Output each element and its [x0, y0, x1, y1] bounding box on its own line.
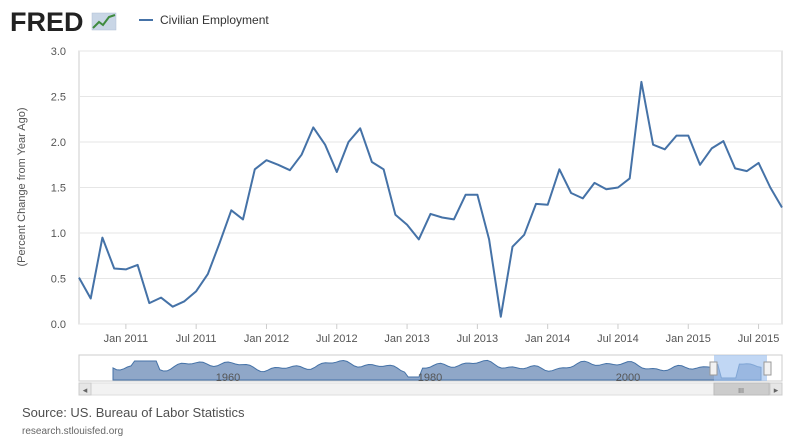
- scrollbar-track[interactable]: [78, 382, 783, 396]
- navigator-label-1960: 1960: [216, 372, 240, 384]
- gridlines: [79, 50, 782, 325]
- x-tick-label: Jul 2015: [738, 333, 780, 345]
- y-axis-ticks: 0.0 0.5 1.0 1.5 2.0 2.5 3.0: [51, 46, 66, 331]
- navigator-left-handle[interactable]: [709, 361, 718, 376]
- legend[interactable]: Civilian Employment: [139, 13, 269, 27]
- y-tick-label: 1.0: [51, 228, 66, 240]
- y-tick-label: 1.5: [51, 183, 66, 195]
- navigator-label-2000: 2000: [616, 372, 640, 384]
- y-tick-label: 2.5: [51, 92, 66, 104]
- y-axis-label: (Percent Change from Year Ago): [16, 108, 28, 267]
- x-tick-label: Jul 2012: [316, 333, 358, 345]
- fred-logo-graph-icon: [91, 12, 117, 31]
- scroll-right-arrow-icon: ▸: [774, 386, 779, 396]
- scrollbar[interactable]: ◂ III ▸: [78, 382, 783, 396]
- scrollbar-thumb-grip: III: [738, 388, 744, 395]
- source-url[interactable]: research.stlouisfed.org: [22, 426, 124, 437]
- x-axis-ticks: Jan 2011 Jul 2011 Jan 2012 Jul 2012 Jan 2013…: [104, 324, 780, 345]
- x-tick-label: Jul 2014: [597, 333, 639, 345]
- navigator[interactable]: 1960 1980 2000: [78, 354, 783, 384]
- legend-label: Civilian Employment: [160, 13, 269, 27]
- y-tick-label: 2.0: [51, 137, 66, 149]
- y-tick-label: 3.0: [51, 46, 66, 58]
- fred-logo[interactable]: FRED: [10, 7, 84, 37]
- x-tick-label: Jan 2014: [525, 333, 570, 345]
- scrollbar-right-button[interactable]: [769, 382, 783, 396]
- navigator-label-1980: 1980: [418, 372, 442, 384]
- x-tick-label: Jul 2013: [457, 333, 499, 345]
- navigator-series-area: [112, 359, 762, 381]
- scroll-left-arrow-icon: ◂: [83, 386, 88, 396]
- x-tick-label: Jan 2013: [384, 333, 429, 345]
- y-tick-label: 0.0: [51, 319, 66, 331]
- x-tick-label: Jan 2015: [666, 333, 711, 345]
- series-line-civilian-employment[interactable]: [78, 80, 783, 318]
- x-tick-label: Jan 2012: [244, 333, 289, 345]
- x-tick-label: Jan 2011: [104, 333, 148, 345]
- scrollbar-left-button[interactable]: [78, 382, 92, 396]
- y-tick-label: 0.5: [51, 274, 66, 286]
- navigator-selected-range[interactable]: [714, 355, 767, 381]
- x-tick-label: Jul 2011: [176, 333, 217, 345]
- source-note: Source: US. Bureau of Labor Statistics: [22, 405, 245, 420]
- scrollbar-thumb[interactable]: [713, 382, 770, 396]
- navigator-right-handle[interactable]: [763, 361, 772, 376]
